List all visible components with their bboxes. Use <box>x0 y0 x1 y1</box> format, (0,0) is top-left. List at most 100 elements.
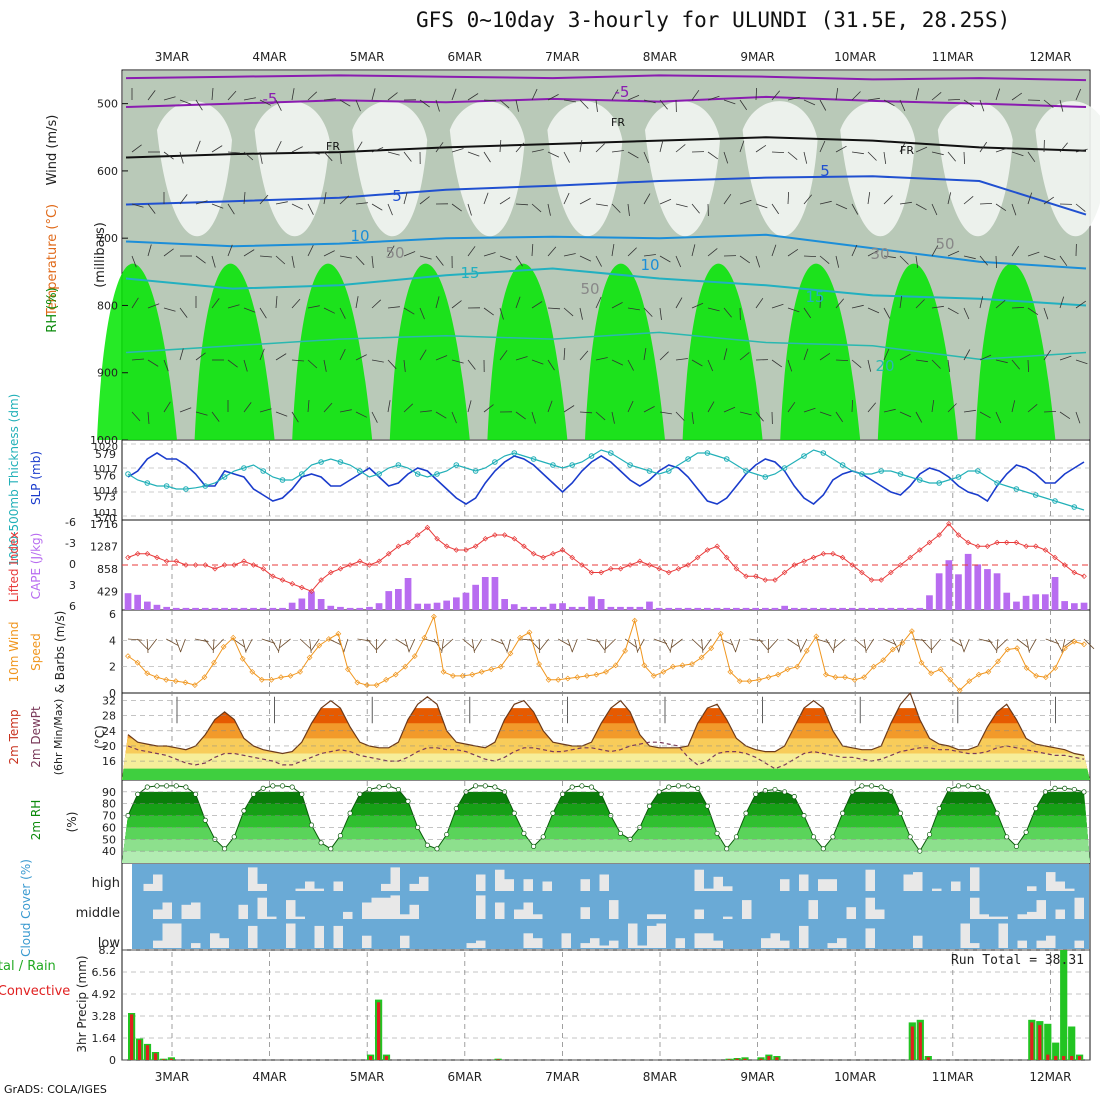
cloud-cover-bar <box>409 883 419 891</box>
precip-tick-label: 0 <box>109 1054 116 1067</box>
cape-bar <box>752 607 759 610</box>
credit-text: GrADS: COLA/IGES <box>4 1083 107 1096</box>
thickness-tick-label: 570 <box>95 512 116 525</box>
cloud-cover-bar <box>951 881 961 891</box>
upper-wind-barb <box>259 255 273 258</box>
wind-speed-marker <box>297 669 303 675</box>
rh-marker <box>260 785 266 791</box>
upper-wind-barb <box>451 300 462 309</box>
cloud-level-label: high <box>92 876 120 891</box>
cloud-cover-bar <box>599 874 609 891</box>
upper-wind-barb <box>883 408 896 413</box>
wind-speed-marker <box>784 666 791 673</box>
thickness-marker <box>801 453 807 459</box>
wind-speed-marker <box>670 663 676 670</box>
wind-speed-marker <box>354 679 361 686</box>
cloud-cover-bar <box>998 923 1008 948</box>
rh-tick-label: 80 <box>102 798 116 811</box>
upper-wind-barb <box>1027 192 1033 205</box>
lifted-index-marker <box>975 543 981 549</box>
wind-speed-marker <box>182 679 189 686</box>
upper-wind-barb <box>131 144 142 153</box>
surface-wind-barb <box>213 638 224 650</box>
cloud-cover-bar <box>1074 897 1084 919</box>
rh-marker <box>878 784 884 790</box>
upper-wind-barb <box>995 411 1002 424</box>
upper-wind-barb <box>275 295 278 309</box>
precip-convective-bar <box>918 1022 922 1060</box>
cloud-cover-bar <box>913 872 923 891</box>
upper-wind-barb <box>643 307 653 317</box>
upper-wind-barb <box>579 307 583 320</box>
upper-wind-barb <box>307 305 320 309</box>
upper-wind-barb <box>1011 92 1023 101</box>
wind-speed-marker <box>803 648 810 654</box>
upper-wind-barb <box>803 407 816 413</box>
thickness-marker <box>260 468 267 474</box>
surface-wind-barb <box>624 638 637 648</box>
precip-convective-bar <box>145 1045 150 1060</box>
cloud-cover-bar <box>799 925 809 948</box>
upper-wind-barb <box>275 99 282 111</box>
wind-speed-marker <box>125 653 131 659</box>
upper-wind-barb <box>883 151 887 164</box>
date-label-bottom: 12MAR <box>1029 1070 1071 1084</box>
upper-wind-barb <box>243 97 256 101</box>
upper-wind-barb <box>787 307 800 313</box>
thickness-marker <box>395 462 402 468</box>
upper-wind-barb <box>931 91 942 101</box>
cloud-cover-bar <box>314 888 324 891</box>
wind-speed-marker <box>870 663 877 670</box>
cloud-cover-bar <box>875 909 885 919</box>
date-label-top: 6MAR <box>448 50 483 64</box>
wind-speed-marker <box>1062 645 1068 652</box>
cape-bar <box>742 607 750 610</box>
cloud-cover-bar <box>694 869 704 891</box>
contour-label: 50 <box>385 244 404 262</box>
wind-speed-marker <box>708 645 715 652</box>
wind-speed-marker <box>679 662 686 669</box>
cloud-cover-bar <box>381 883 391 891</box>
wind-speed-marker <box>220 644 227 650</box>
cloud-cover-bar <box>590 938 600 948</box>
thickness-marker <box>299 471 305 477</box>
date-label-bottom: 5MAR <box>350 1070 385 1084</box>
upper-wind-barb <box>627 247 637 257</box>
surface-wind-barb <box>996 638 999 653</box>
lifted-index-marker <box>849 562 855 568</box>
cloud-cover-bar <box>400 914 410 919</box>
upper-wind-barb <box>291 359 305 362</box>
upper-wind-barb <box>387 151 400 156</box>
wind-speed-marker <box>306 654 313 661</box>
ylabel-10m-wind: 10m Wind <box>7 622 21 683</box>
wind-speed-marker <box>660 669 667 675</box>
upper-wind-barb <box>147 90 156 101</box>
cape-bar <box>906 607 914 610</box>
cape-bar <box>124 593 132 610</box>
cape-bar <box>356 607 364 610</box>
upper-wind-barb <box>547 151 560 158</box>
lifted-index-marker <box>888 569 894 576</box>
upper-wind-barb <box>1027 251 1040 257</box>
upper-wind-barb <box>739 140 745 153</box>
upper-wind-barb <box>755 87 757 101</box>
upper-wind-barb <box>467 203 472 216</box>
cloud-cover-bar <box>371 897 381 919</box>
rh-marker <box>434 846 440 852</box>
rh-marker <box>1004 834 1010 840</box>
cape-tick-label: 1716 <box>90 518 118 531</box>
wind-speed-marker <box>756 676 762 683</box>
upper-wind-barb <box>979 203 993 205</box>
cloud-cover-bar <box>153 874 163 891</box>
temp-tick-label: 28 <box>102 710 116 723</box>
upper-wind-barb <box>147 359 159 367</box>
lifted-index-marker <box>810 554 817 561</box>
pressure-tick-label: 900 <box>97 367 118 380</box>
upper-wind-barb <box>851 304 864 309</box>
wind-speed-marker <box>258 676 265 683</box>
upper-wind-barb <box>451 88 457 101</box>
upper-wind-barb <box>339 307 346 319</box>
rh-marker <box>588 784 595 790</box>
upper-wind-barb <box>947 403 957 413</box>
rh-marker <box>840 810 846 816</box>
